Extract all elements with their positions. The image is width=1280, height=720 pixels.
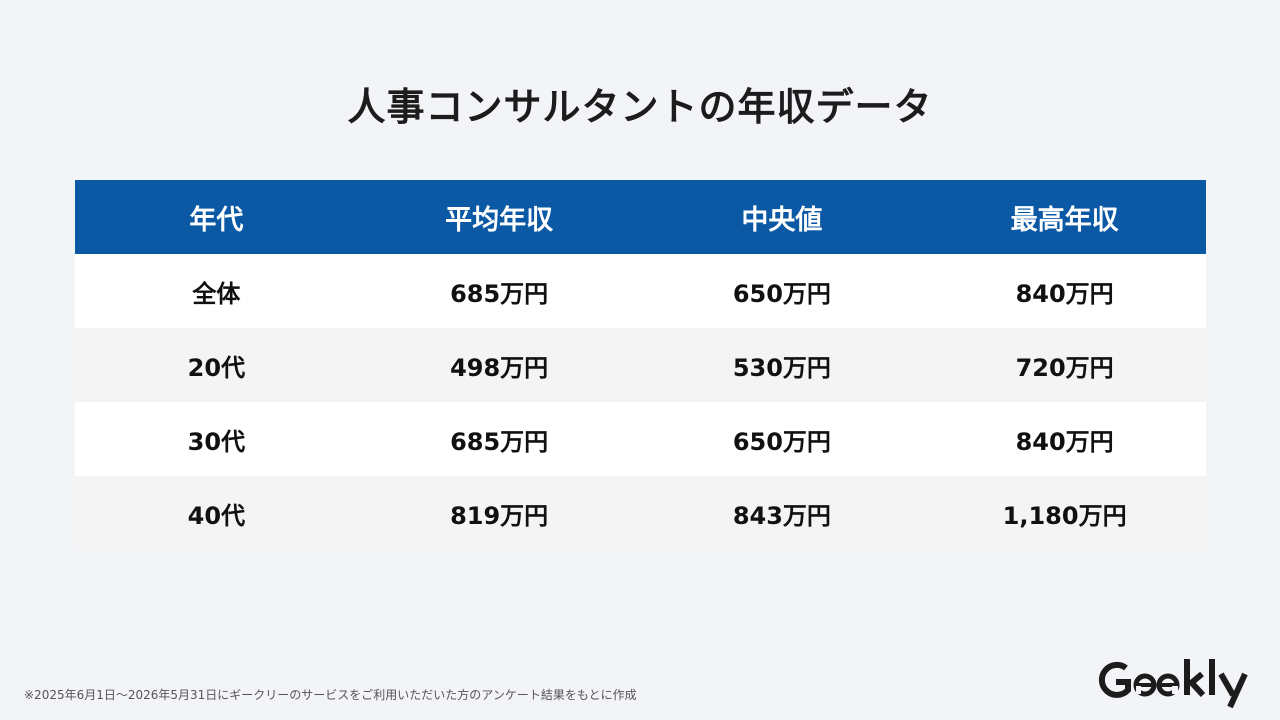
average-salary-cell: 819万円 bbox=[357, 476, 641, 550]
column-header: 最高年収 bbox=[923, 180, 1206, 254]
logo-letter-k bbox=[1184, 659, 1206, 698]
logo-letter-e1 bbox=[1133, 673, 1157, 697]
logo-letter-y bbox=[1218, 672, 1248, 709]
table-row: 全体 685万円 650万円 840万円 bbox=[75, 254, 1206, 328]
footnote: ※2025年6月1日～2026年5月31日にギークリーのサービスをご利用いただい… bbox=[24, 688, 637, 702]
max-salary-cell: 1,180万円 bbox=[923, 476, 1206, 550]
average-salary-cell: 498万円 bbox=[357, 328, 641, 402]
age-cell: 40代 bbox=[75, 476, 358, 550]
age-cell: 30代 bbox=[75, 402, 358, 476]
column-header: 平均年収 bbox=[357, 180, 641, 254]
median-salary-cell: 650万円 bbox=[640, 402, 924, 476]
age-cell: 20代 bbox=[75, 328, 358, 402]
table-header-row: 年代 平均年収 中央値 最高年収 bbox=[75, 180, 1206, 254]
median-salary-cell: 650万円 bbox=[640, 254, 924, 328]
average-salary-cell: 685万円 bbox=[357, 402, 641, 476]
geekly-logo bbox=[1098, 659, 1248, 709]
max-salary-cell: 720万円 bbox=[923, 328, 1206, 402]
column-header: 年代 bbox=[75, 180, 358, 254]
salary-table: 年代 平均年収 中央値 最高年収 全体 685万円 650万円 840万円 20… bbox=[75, 180, 1206, 550]
max-salary-cell: 840万円 bbox=[923, 254, 1206, 328]
logo-letter-e2 bbox=[1156, 673, 1180, 697]
column-header: 中央値 bbox=[640, 180, 924, 254]
table-row: 40代 819万円 843万円 1,180万円 bbox=[75, 476, 1206, 550]
logo-letter-l bbox=[1209, 659, 1215, 695]
table-row: 20代 498万円 530万円 720万円 bbox=[75, 328, 1206, 402]
table-row: 30代 685万円 650万円 840万円 bbox=[75, 402, 1206, 476]
median-salary-cell: 843万円 bbox=[640, 476, 924, 550]
average-salary-cell: 685万円 bbox=[357, 254, 641, 328]
median-salary-cell: 530万円 bbox=[640, 328, 924, 402]
max-salary-cell: 840万円 bbox=[923, 402, 1206, 476]
logo-letter-g bbox=[1098, 661, 1131, 698]
page-title: 人事コンサルタントの年収データ bbox=[347, 85, 933, 129]
age-cell: 全体 bbox=[75, 254, 358, 328]
